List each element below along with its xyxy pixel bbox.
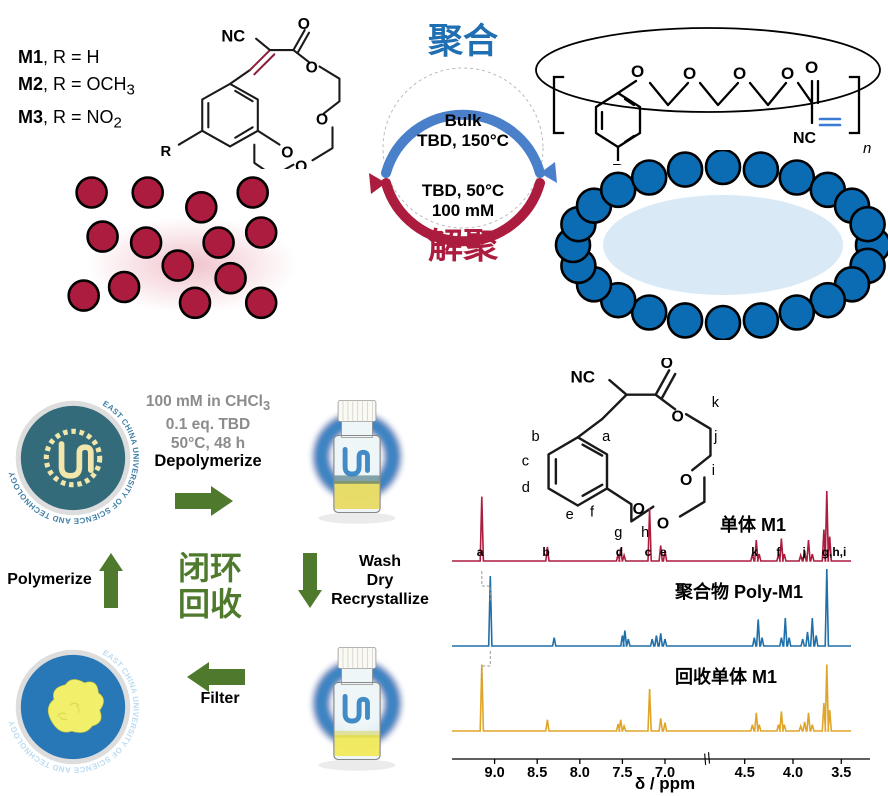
- svg-text:k: k: [751, 545, 758, 559]
- svg-text:O: O: [683, 64, 696, 83]
- svg-text:3.5: 3.5: [831, 765, 851, 781]
- svg-text:O: O: [781, 64, 794, 83]
- svg-text:b: b: [542, 545, 549, 559]
- svg-text:O: O: [631, 62, 644, 81]
- svg-text:k: k: [712, 395, 720, 411]
- svg-text:TBD, 150°C: TBD, 150°C: [417, 131, 509, 150]
- svg-text:NC: NC: [570, 368, 595, 387]
- svg-text:O: O: [672, 409, 684, 426]
- svg-text:e: e: [660, 545, 667, 559]
- svg-text:回收单体 M1: 回收单体 M1: [675, 666, 777, 687]
- svg-text:j: j: [802, 545, 806, 559]
- svg-text:g,h,i: g,h,i: [822, 545, 847, 559]
- svg-text:9.0: 9.0: [485, 765, 505, 781]
- svg-text:O: O: [298, 16, 310, 33]
- svg-text:O: O: [316, 112, 328, 129]
- svg-text:聚合物 Poly-M1: 聚合物 Poly-M1: [674, 581, 803, 602]
- svg-text:聚合: 聚合: [427, 22, 498, 61]
- svg-text:a: a: [602, 429, 611, 445]
- svg-text:O: O: [733, 64, 746, 83]
- svg-text:j: j: [713, 429, 717, 445]
- svg-text:c: c: [645, 545, 652, 559]
- svg-text:NC: NC: [793, 130, 817, 147]
- svg-text:TBD, 50°C: TBD, 50°C: [422, 181, 504, 200]
- svg-text:8.5: 8.5: [527, 765, 547, 781]
- svg-text:a: a: [477, 545, 484, 559]
- svg-text:d: d: [616, 545, 623, 559]
- svg-text:O: O: [661, 358, 673, 372]
- svg-text:4.0: 4.0: [783, 765, 803, 781]
- svg-text:O: O: [306, 60, 318, 77]
- svg-text:R: R: [161, 144, 172, 160]
- svg-text:b: b: [532, 429, 540, 445]
- svg-text:Bulk: Bulk: [445, 111, 482, 130]
- svg-text:单体 M1: 单体 M1: [720, 514, 786, 535]
- svg-text:O: O: [805, 58, 818, 77]
- svg-text:NC: NC: [221, 27, 245, 45]
- svg-text:解聚: 解聚: [428, 227, 499, 266]
- svg-text:100 mM: 100 mM: [432, 201, 494, 220]
- svg-text:c: c: [522, 453, 529, 469]
